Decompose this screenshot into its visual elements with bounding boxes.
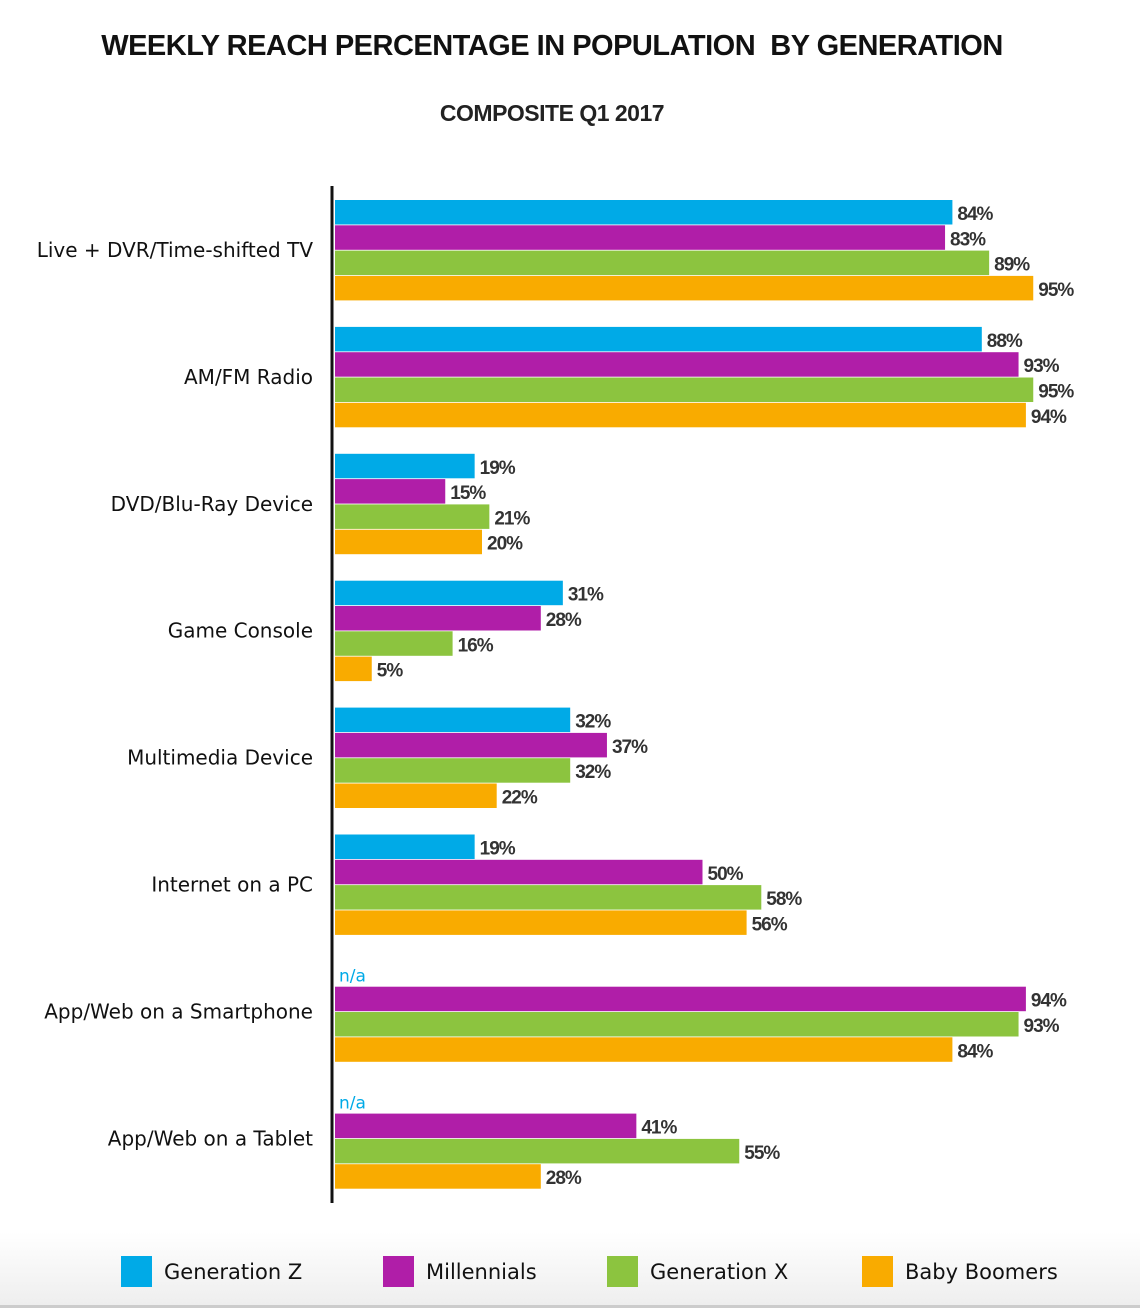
data-label: 50%: [708, 864, 744, 885]
bar-millennials: [335, 352, 1019, 377]
bar-generation-x: [335, 377, 1034, 402]
bar-generation-z: [335, 326, 982, 352]
legend-swatch: [121, 1256, 152, 1287]
bar-baby-boomers: [335, 529, 482, 555]
category-label: Internet on a PC: [151, 873, 313, 897]
bar-generation-x: [335, 1138, 740, 1164]
category-label: AM/FM Radio: [184, 365, 313, 389]
bar-baby-boomers: [335, 783, 497, 808]
bar-generation-x: [335, 885, 762, 910]
data-label: 28%: [546, 610, 582, 631]
bar-baby-boomers: [335, 1037, 953, 1062]
bar-millennials: [335, 1113, 637, 1139]
legend-swatch: [862, 1256, 893, 1287]
bar-generation-x: [335, 504, 490, 529]
legend-swatch: [607, 1256, 638, 1287]
legend: [0, 1232, 1140, 1308]
bar-generation-z: [335, 453, 475, 479]
bar-generation-x: [335, 758, 571, 783]
data-label: 32%: [575, 762, 611, 783]
data-label: 95%: [1038, 382, 1074, 403]
data-label: 58%: [766, 889, 802, 910]
data-label: 55%: [744, 1143, 780, 1164]
chart-title: WEEKLY REACH PERCENTAGE IN POPULATION BY…: [101, 30, 1003, 62]
bar-millennials: [335, 732, 607, 758]
data-label: 31%: [568, 585, 604, 606]
legend-item: Millennials: [383, 1256, 537, 1287]
data-label: 22%: [502, 788, 538, 809]
legend-item: Generation Z: [121, 1256, 302, 1287]
bar-baby-boomers: [335, 402, 1026, 428]
data-label: 19%: [480, 839, 516, 860]
legend-swatch: [383, 1256, 414, 1287]
bar-generation-x: [335, 250, 990, 276]
data-label: 84%: [957, 204, 993, 225]
bar-millennials: [335, 859, 703, 885]
data-label: 41%: [641, 1118, 677, 1139]
bar-millennials: [335, 606, 541, 631]
bar-generation-z: [335, 580, 563, 606]
bar-generation-z: [335, 200, 953, 225]
data-label: 32%: [575, 712, 611, 733]
data-label: 93%: [1024, 356, 1060, 377]
bar-generation-z: [335, 834, 475, 859]
category-label: Multimedia Device: [127, 746, 313, 770]
bar-baby-boomers: [335, 1164, 541, 1189]
bar-chart: Live + DVR/Time-shifted TV 84% 83% 89% 95% AM…: [37, 186, 1075, 1203]
data-label: 84%: [957, 1041, 993, 1062]
data-label: 28%: [546, 1168, 582, 1189]
bar-millennials: [335, 479, 446, 504]
category-label: Live + DVR/Time-shifted TV: [37, 238, 314, 262]
chart-subtitle: COMPOSITE Q1 2017: [439, 100, 665, 126]
bar-millennials: [335, 225, 946, 250]
data-label: 88%: [987, 331, 1023, 352]
category-label: App/Web on a Smartphone: [44, 999, 313, 1023]
data-label: 93%: [1024, 1016, 1060, 1037]
data-label: 56%: [752, 914, 788, 935]
data-label: 94%: [1031, 407, 1067, 428]
data-label: 16%: [458, 635, 494, 656]
category-label: App/Web on a Tablet: [108, 1126, 313, 1150]
bar-generation-x: [335, 631, 453, 656]
bar-baby-boomers: [335, 910, 747, 935]
legend-item: Generation X: [607, 1256, 788, 1287]
legend-label: Baby Boomers: [905, 1259, 1058, 1284]
bar-generation-z: [335, 707, 571, 733]
bar-generation-x: [335, 1012, 1019, 1037]
data-label: 89%: [994, 255, 1030, 276]
data-label: 20%: [487, 534, 523, 555]
category-label: DVD/Blu-Ray Device: [111, 492, 313, 516]
legend-label: Millennials: [426, 1259, 537, 1284]
category-label: Game Console: [168, 619, 313, 643]
data-label: 5%: [377, 661, 404, 682]
data-label: 15%: [450, 483, 486, 504]
legend-item: Baby Boomers: [862, 1256, 1058, 1287]
legend-label: Generation X: [650, 1259, 789, 1284]
data-label: 19%: [480, 458, 516, 479]
data-label: 94%: [1031, 991, 1067, 1012]
bar-baby-boomers: [335, 656, 372, 682]
bar-millennials: [335, 986, 1026, 1012]
data-label: 21%: [494, 508, 530, 529]
legend-label: Generation Z: [164, 1259, 303, 1284]
data-label: 83%: [950, 229, 986, 250]
bar-baby-boomers: [335, 275, 1034, 301]
data-label: 95%: [1038, 280, 1074, 301]
na-label: n/a: [339, 1093, 366, 1113]
na-label: n/a: [339, 966, 366, 986]
data-label: 37%: [612, 737, 648, 758]
